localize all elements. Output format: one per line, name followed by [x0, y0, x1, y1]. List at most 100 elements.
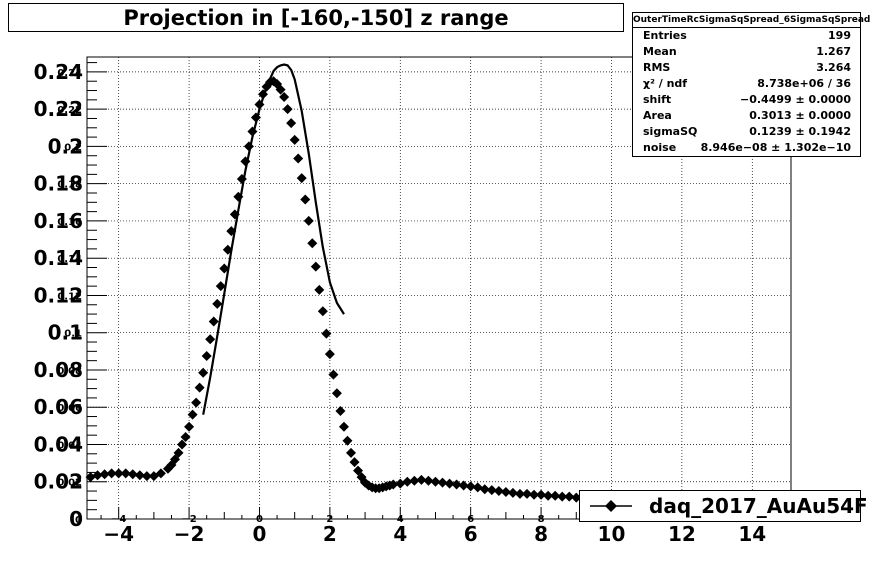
data-point: [275, 84, 286, 95]
data-point: [240, 156, 251, 167]
data-point: [328, 369, 339, 380]
grid: [87, 57, 791, 520]
x-tick-label-minor: −2: [181, 514, 196, 525]
y-tick-label-minor: 0.12: [57, 291, 82, 302]
y-tick-label: 0.06: [34, 395, 83, 419]
data-point: [229, 209, 240, 220]
data-point: [198, 367, 209, 378]
x-tick-label: 10: [598, 522, 626, 546]
data-point: [208, 316, 219, 327]
x-tick-label-minor: −4: [111, 514, 126, 525]
x-tick-label: 8: [534, 522, 548, 546]
data-point: [85, 472, 96, 483]
data-point: [293, 153, 304, 164]
data-point: [335, 405, 346, 416]
x-tick-label-minor: 6: [467, 514, 474, 525]
data-point: [236, 174, 247, 185]
data-point: [243, 141, 254, 152]
y-tick-label-minor: 0.14: [57, 254, 82, 265]
data-point: [307, 238, 318, 249]
stats-label: χ² / ndf: [643, 77, 688, 90]
stats-label: RMS: [643, 61, 671, 74]
stats-label: Mean: [643, 45, 677, 58]
y-tick-label-minor: 0.18: [57, 180, 82, 191]
data-point: [187, 409, 198, 420]
x-tick-label: 4: [393, 522, 407, 546]
data-point: [564, 491, 575, 502]
data-point: [92, 470, 103, 481]
stats-label: sigmaSQ: [643, 125, 698, 138]
y-tick-label: 0.04: [34, 432, 83, 456]
data-point: [180, 432, 191, 443]
data-point: [458, 480, 469, 491]
chart-title: Projection in [-160,-150] z range: [8, 3, 624, 32]
data-point: [233, 191, 244, 202]
x-tick-label: 2: [323, 522, 337, 546]
data-point: [444, 478, 455, 489]
y-tick-label: 0.16: [34, 209, 83, 233]
data-point: [286, 118, 297, 129]
legend-marker-icon: [580, 491, 640, 521]
data-point: [219, 263, 230, 274]
y-tick-label: 0.14: [34, 246, 83, 270]
data-point: [557, 491, 568, 502]
data-point: [170, 454, 180, 465]
data-point: [317, 306, 328, 317]
data-point: [201, 350, 212, 361]
plot-frame: [86, 56, 792, 520]
y-tick-label-minor: 0.16: [57, 217, 82, 228]
stats-row: shift −0.4499 ± 0.0000: [633, 92, 860, 108]
x-tick-label-minor: 0: [256, 514, 263, 525]
data-point: [310, 261, 321, 272]
data-point: [331, 388, 342, 399]
y-tick-label-minor: 0.04: [57, 440, 82, 451]
stats-box: OuterTimeRcSigmaSqSpread_6SigmaSqSpread …: [632, 12, 870, 157]
y-axis: 000.020.020.040.040.060.060.080.080.10.1…: [34, 60, 107, 531]
data-point: [507, 487, 518, 498]
stats-value: 8.738e+06 / 36: [757, 77, 851, 90]
data-point: [205, 334, 216, 345]
data-point: [550, 490, 561, 501]
data-point: [451, 479, 462, 490]
y-tick-label: 0.24: [34, 60, 83, 84]
data-point: [194, 382, 205, 393]
stats-value: 3.264: [816, 61, 851, 74]
data-point: [321, 328, 332, 339]
data-point: [134, 470, 145, 481]
data-point: [141, 471, 152, 482]
x-tick-label: 0: [253, 522, 267, 546]
y-tick-label-minor: 0.1: [64, 329, 82, 340]
stats-row: sigmaSQ 0.1239 ± 0.1942: [633, 124, 860, 140]
data-point: [571, 492, 582, 503]
stats-rows: Entries 199 Mean 1.267 RMS 3.264 χ² / ndf 8.738…: [633, 28, 860, 156]
data-point: [409, 475, 420, 486]
data-point: [423, 475, 434, 486]
y-tick-label: 0.18: [34, 172, 83, 196]
stats-value: −0.4499 ± 0.0000: [740, 93, 851, 106]
data-point: [402, 476, 413, 487]
data-point: [338, 421, 349, 432]
data-point: [314, 284, 325, 295]
data-point: [430, 476, 441, 487]
stats-label: Area: [643, 109, 672, 122]
data-point: [191, 397, 202, 408]
chart-title-text: Projection in [-160,-150] z range: [123, 5, 509, 30]
data-point: [353, 465, 364, 476]
data-point: [479, 484, 490, 495]
data-point: [173, 447, 184, 458]
data-point: [342, 435, 353, 446]
data-point: [258, 89, 268, 100]
data-point: [514, 488, 525, 499]
data-point: [155, 468, 166, 479]
stats-label: noise: [643, 141, 677, 154]
data-point: [543, 490, 554, 501]
stats-row: noise 8.946e−08 ± 1.302e−10: [633, 140, 860, 156]
data-point: [215, 281, 226, 292]
stats-row: Entries 199: [633, 28, 860, 44]
x-tick-label: −4: [103, 522, 134, 546]
y-tick-label: 0: [69, 507, 83, 531]
legend-label: daq_2017_AuAu54F: [649, 494, 868, 518]
data-point: [113, 468, 124, 479]
fit-curve-group: [202, 63, 345, 415]
